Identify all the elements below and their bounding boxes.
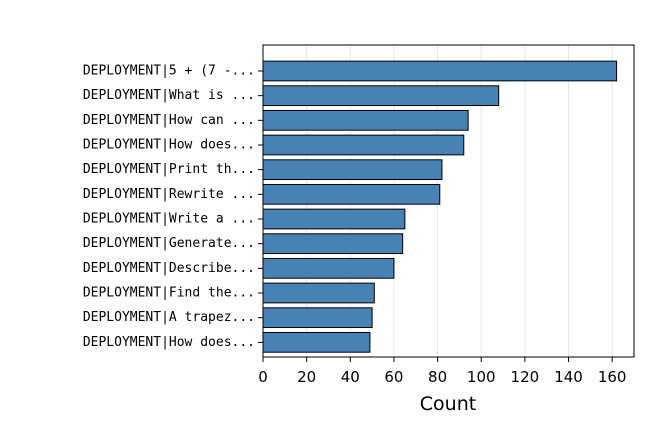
plot-frame xyxy=(262,44,635,358)
y-tick-label: DEPLOYMENT|How does... xyxy=(83,138,255,153)
y-tick-label: DEPLOYMENT|How does... xyxy=(83,335,255,350)
x-tick-label: 40 xyxy=(341,368,360,386)
bar xyxy=(262,233,404,255)
x-tick-label: 0 xyxy=(258,368,268,386)
y-tick-label: DEPLOYMENT|What is ... xyxy=(83,88,255,103)
y-tick-label: DEPLOYMENT|5 + (7 -... xyxy=(83,64,255,79)
x-tick-label: 160 xyxy=(598,368,627,386)
bar xyxy=(262,159,443,181)
bar xyxy=(262,307,373,329)
x-tick-label: 140 xyxy=(554,368,583,386)
bar xyxy=(262,60,618,82)
y-tick-label: DEPLOYMENT|Generate... xyxy=(83,236,255,251)
x-tick-label: 60 xyxy=(384,368,403,386)
x-tick-label: 20 xyxy=(297,368,316,386)
y-tick-label: DEPLOYMENT|Print th... xyxy=(83,162,255,177)
bar xyxy=(262,85,500,107)
x-axis-label: Count xyxy=(420,393,476,415)
bar xyxy=(262,134,465,156)
x-tick-label: 80 xyxy=(428,368,447,386)
bar xyxy=(262,183,441,205)
y-tick-label: DEPLOYMENT|How can ... xyxy=(83,113,255,128)
bar xyxy=(262,282,375,304)
y-tick-label: DEPLOYMENT|Find the... xyxy=(83,286,255,301)
bar xyxy=(262,109,469,131)
y-tick-label: DEPLOYMENT|Rewrite ... xyxy=(83,187,255,202)
y-tick-label: DEPLOYMENT|Write a ... xyxy=(83,212,255,227)
y-tick-label: DEPLOYMENT|Describe... xyxy=(83,261,255,276)
bar xyxy=(262,257,395,279)
x-tick-label: 100 xyxy=(467,368,496,386)
y-tick-label: DEPLOYMENT|A trapez... xyxy=(83,310,255,325)
x-tick-label: 120 xyxy=(511,368,540,386)
bar xyxy=(262,331,371,353)
bar xyxy=(262,208,406,230)
